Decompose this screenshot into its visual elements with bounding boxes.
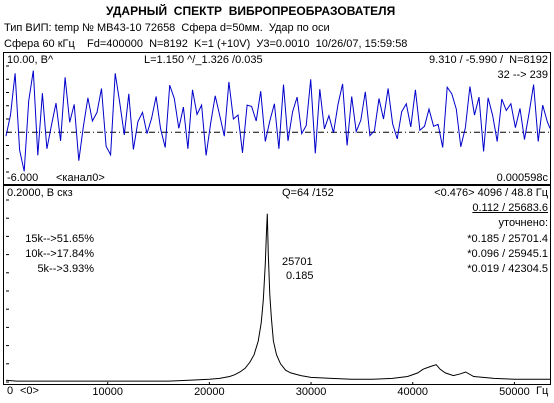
device-info-line: Тип ВИП: temp № МВ43-10 72658 Сфера d=50… xyxy=(4,22,330,34)
ratio-5k: 5k-->3.93% xyxy=(37,263,94,275)
signal-duration-label: 0.000598с xyxy=(496,172,548,184)
refined-peak-3: *0.019 / 42304.5 xyxy=(467,263,548,275)
x-tick-label: 20000 xyxy=(194,386,225,398)
signal-peak-values: 9.310 / -5.990 / N=8192 xyxy=(429,54,548,66)
ratio-15k: 15k-->51.65% xyxy=(25,233,94,245)
signal-sample-range: 32 --> 239 xyxy=(497,69,548,81)
q-factor-label: Q=64 /152 xyxy=(282,187,334,199)
spectrum-resolution-label: <0.476> 4096 / 48.8 Гц xyxy=(434,187,548,199)
acquisition-params-line: Сфера 60 кГц Fd=400000 N=8192 K=1 (+10V)… xyxy=(4,38,408,50)
origin-marker: <0> xyxy=(20,385,39,397)
origin-value: 0 xyxy=(7,385,14,397)
signal-ymin-label: -6.000 xyxy=(7,172,39,184)
cursor-readout: 0.112 / 25683.6 xyxy=(472,202,548,214)
refined-label: уточнено: xyxy=(498,217,548,229)
x-tick-label: 50000 xyxy=(499,386,530,398)
time-signal-panel[interactable] xyxy=(3,52,551,185)
spectrum-ymax-label: 0.2000, В скз xyxy=(7,187,73,199)
refined-peak-2: *0.096 / 25945.1 xyxy=(467,248,548,260)
spectrum-series-line xyxy=(5,213,550,382)
ratio-10k: 10k-->17.84% xyxy=(25,248,94,260)
peak-amplitude-label: 0.185 xyxy=(286,270,314,282)
refined-peak-1: *0.185 / 25701.4 xyxy=(467,233,548,245)
x-tick-label: 40000 xyxy=(397,386,428,398)
x-axis-unit: Гц xyxy=(536,385,549,397)
x-tick-label: 30000 xyxy=(296,386,327,398)
signal-level-stats: L=1.150 ^/_1.326 /0.035 xyxy=(144,54,263,66)
x-tick-label: 10000 xyxy=(92,386,123,398)
window-title: УДАРНЫЙ СПЕКТР ВИБРОПРЕОБРАЗОВАТЕЛЯ xyxy=(106,4,396,18)
spectrum-panel[interactable] xyxy=(3,185,551,385)
signal-series-line xyxy=(5,70,551,172)
peak-frequency-label: 25701 xyxy=(282,256,313,268)
signal-ymax-label: 10.00, В^ xyxy=(7,54,54,66)
channel-label: <канал0> xyxy=(56,172,105,184)
